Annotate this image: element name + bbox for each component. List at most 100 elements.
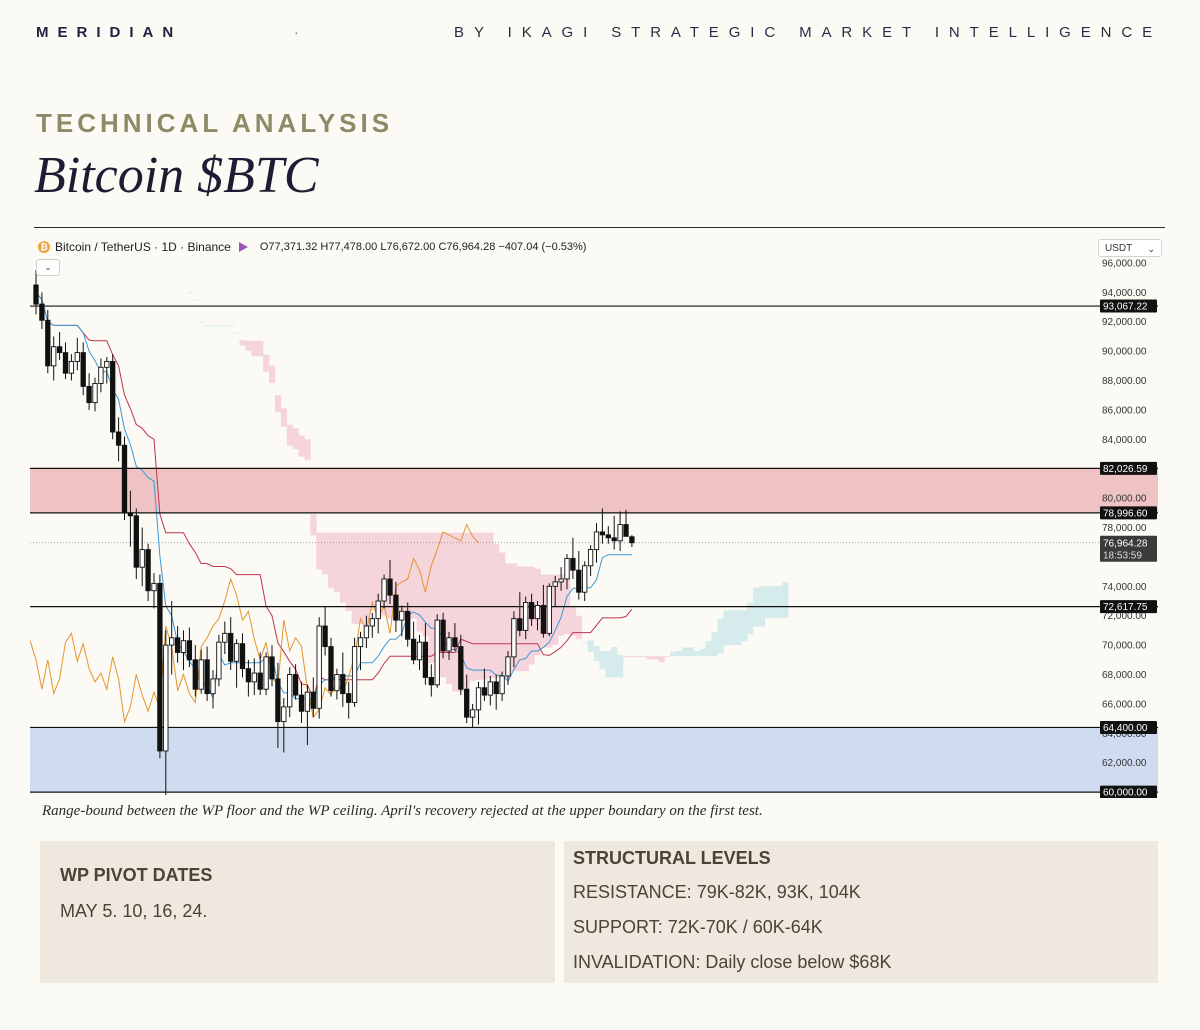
cloud-segment <box>593 645 600 662</box>
cloud-segment <box>457 532 465 692</box>
cloud-segment <box>357 532 364 625</box>
candle-body <box>363 625 370 639</box>
cloud-segment <box>227 325 234 327</box>
candle-body <box>163 644 169 752</box>
cloud-segment <box>381 532 388 616</box>
candle-body <box>86 385 92 404</box>
candle-body <box>33 284 39 305</box>
level-label: 72,617.75 <box>1103 602 1148 613</box>
cloud-segment <box>428 532 435 663</box>
candle-body <box>275 678 281 723</box>
cloud-segment <box>735 610 742 646</box>
price-chart[interactable]: 96,000.00 94,000.00 92,000.00 90,000.00 88,0… <box>30 232 1170 798</box>
cloud-segment <box>723 610 730 646</box>
candle-body <box>587 549 594 567</box>
candle-body <box>505 656 511 677</box>
candle-body <box>121 444 128 514</box>
cloud-segment <box>682 647 689 657</box>
cloud-segment <box>345 532 352 611</box>
chart-legend: ₿ Bitcoin / TetherUS · 1D · Binance O77,… <box>38 240 586 254</box>
candle-body <box>540 604 547 634</box>
cloud-segment <box>487 532 494 678</box>
candle-body <box>239 643 246 670</box>
candle-body <box>310 691 316 709</box>
tenkan-line <box>35 291 632 700</box>
candle-body <box>558 578 564 583</box>
level-label-bg <box>1100 600 1157 614</box>
cloud-segment <box>434 532 441 673</box>
candle-body <box>186 640 193 661</box>
y-tick-label: 90,000.00 <box>1102 347 1147 358</box>
cloud-segment <box>658 656 665 663</box>
candle-body <box>629 536 635 544</box>
cloud-segment <box>664 656 671 658</box>
candle-body <box>74 352 80 362</box>
cloud-segment <box>392 532 400 619</box>
cloud-segment <box>752 587 760 627</box>
support-zone <box>30 727 1158 793</box>
collapse-legend-button[interactable]: ⌄ <box>36 259 60 276</box>
cloud-segment <box>729 610 736 646</box>
flag-icon[interactable] <box>238 242 248 252</box>
cloud-segment <box>233 332 240 334</box>
candle-body <box>210 678 216 695</box>
cloud-segment <box>746 602 754 635</box>
candle-body <box>133 515 139 568</box>
candle-body <box>245 668 252 683</box>
resistance-zone <box>30 468 1158 513</box>
cloud-segment <box>263 354 270 372</box>
candle-body <box>298 694 305 712</box>
cloud-segment <box>404 532 411 619</box>
y-tick-label: 64,000.00 <box>1102 729 1147 740</box>
chikou-line <box>30 523 479 724</box>
y-tick-label: 68,000.00 <box>1102 670 1147 681</box>
candle-body <box>80 352 86 387</box>
candle-body <box>493 681 499 695</box>
symbol-label[interactable]: Bitcoin / TetherUS · 1D · Binance <box>55 240 231 254</box>
cloud-segment <box>210 325 217 327</box>
brand-name[interactable]: MERIDIAN <box>36 24 183 41</box>
candle-body <box>169 637 175 646</box>
candle-body <box>399 610 405 621</box>
cloud-segment <box>333 532 341 593</box>
cloud-segment <box>186 292 193 294</box>
cloud-segment <box>280 408 288 427</box>
currency-select[interactable]: USDT ⌄ <box>1098 239 1162 257</box>
candle-body <box>440 619 446 652</box>
candle-body <box>469 709 476 718</box>
ohlc-readout: O77,371.32 H77,478.00 L76,672.00 C76,964… <box>259 241 587 253</box>
candle-body <box>139 549 145 568</box>
candle-body <box>481 687 488 696</box>
candle-body <box>511 618 517 658</box>
last-price-label-bg <box>1100 535 1157 562</box>
cloud-segment <box>564 574 571 635</box>
candle-body <box>523 602 529 631</box>
masthead: MERIDIAN · BY IKAGI STRATEGIC MARKET INT… <box>36 24 1162 46</box>
level-label-bg <box>1100 299 1157 313</box>
cloud-segment <box>451 532 459 692</box>
level-label-bg <box>1100 461 1157 475</box>
candle-body <box>334 674 340 692</box>
candle-body <box>617 524 623 542</box>
cloud-segment <box>741 610 748 642</box>
cloud-segment <box>628 656 636 658</box>
candle-body <box>593 531 600 551</box>
candle-body <box>381 578 387 602</box>
cloud-segment <box>499 552 506 678</box>
y-tick-label: 80,000.00 <box>1102 494 1147 505</box>
candle-body <box>464 688 470 718</box>
candle-body <box>393 594 399 621</box>
chart-canvas[interactable]: 96,000.00 94,000.00 92,000.00 90,000.00 88,0… <box>30 232 1170 798</box>
cloud-segment <box>693 651 701 657</box>
cloud-segment <box>699 648 706 657</box>
candle-body <box>204 659 210 695</box>
candle-body <box>410 638 417 661</box>
cloud-segment <box>328 532 335 588</box>
cloud-segment <box>670 651 677 657</box>
candle-body <box>582 565 588 593</box>
cloud-segment <box>782 581 789 618</box>
candle-body <box>499 675 505 695</box>
candle-body <box>51 346 57 367</box>
candle-body <box>405 610 411 640</box>
candle-body <box>216 641 222 680</box>
